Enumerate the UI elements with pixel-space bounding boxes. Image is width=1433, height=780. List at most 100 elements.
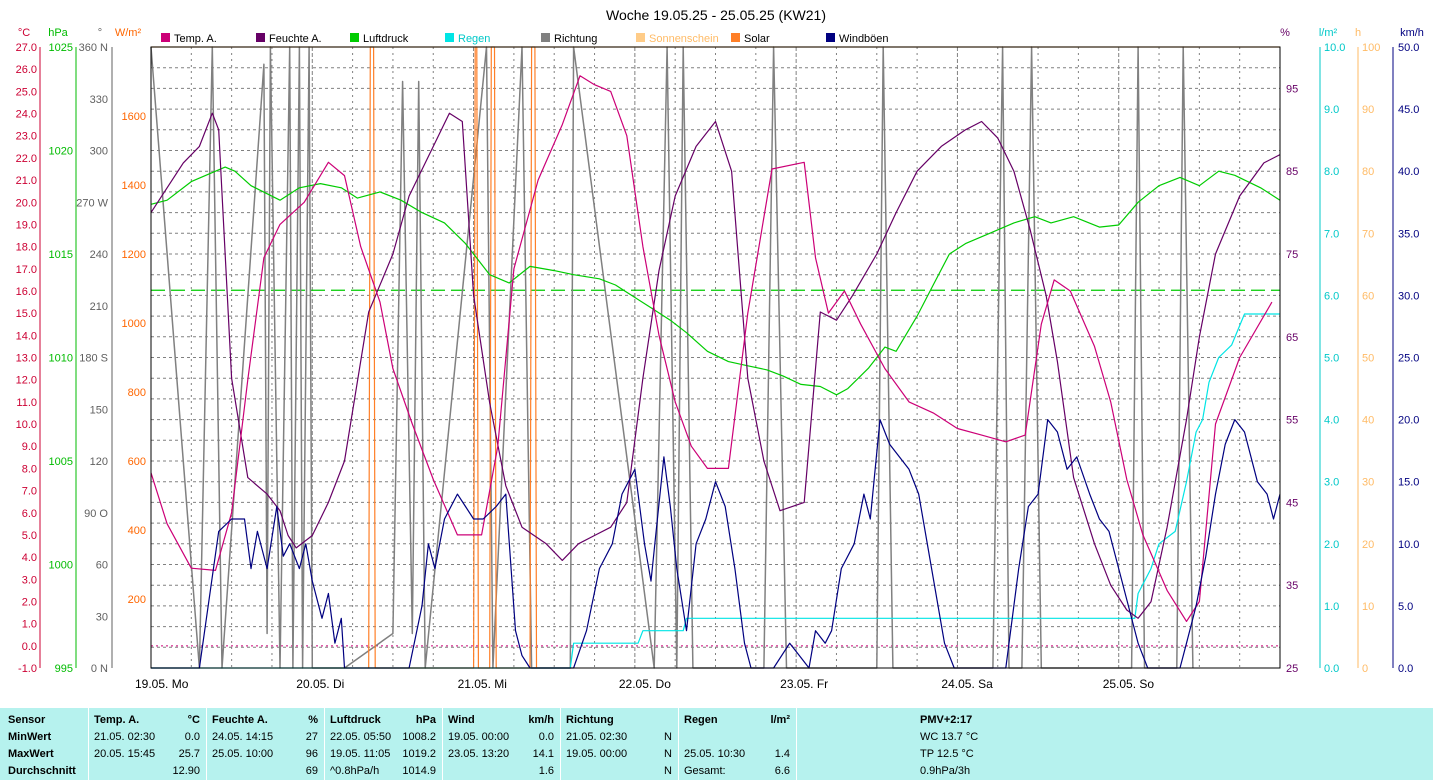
stats-separator (678, 708, 679, 780)
sunshine-unit-label: h (1355, 27, 1361, 39)
stats-wind-min-time: 19.05. 00:00 (448, 731, 510, 743)
sunshine-tick-label: 80 (1362, 166, 1374, 178)
stats-druck-max-value: 1019.2 (402, 748, 436, 760)
stats-richt-min-value: N (664, 731, 672, 743)
sunshine-tick-label: 10 (1362, 601, 1374, 613)
humidity-tick-label: 85 (1286, 166, 1298, 178)
legend-label-solar: Solar (744, 33, 770, 45)
temp-tick-label: 21.0 (16, 175, 37, 187)
series-feuchte-a (150, 112, 1281, 619)
direction-tick-label: 240 (90, 249, 108, 261)
sunshine-tick-label: 70 (1362, 228, 1374, 240)
series-windb-en (151, 419, 1281, 669)
stats-unit-feuchte: % (308, 714, 318, 726)
wind-tick-label: 35.0 (1398, 228, 1419, 240)
stats-header-wind: Wind (448, 714, 475, 726)
stats-col-pmv: PMV+2:17 WC 13.7 °C TP 12.5 °C 0.9hPa/3h (920, 712, 1070, 780)
hpa-tick-label: 995 (55, 663, 73, 675)
wind-tick-label: 15.0 (1398, 477, 1419, 489)
stats-unit-wind: km/h (528, 714, 554, 726)
legend-swatch-sonnenschein (636, 33, 645, 42)
legend-swatch-windboeen (826, 33, 835, 42)
stats-col-temp: Temp. A. °C 21.05. 02:30 0.0 20.05. 15:45 2… (94, 712, 200, 780)
rain-tick-label: 8.0 (1324, 166, 1339, 178)
stats-label-min: MinWert (8, 731, 52, 743)
direction-tick-label: 30 (96, 611, 108, 623)
direction-tick-label: 360 N (79, 42, 108, 54)
direction-tick-label: 210 (90, 301, 108, 313)
stats-temp-min-time: 21.05. 02:30 (94, 731, 156, 743)
rain-tick-label: 2.0 (1324, 539, 1339, 551)
temp-tick-label: 26.0 (16, 64, 37, 76)
temp-unit-label: °C (18, 27, 30, 39)
humidity-tick-label: 35 (1286, 580, 1298, 592)
stats-separator (442, 708, 443, 780)
stats-wind-max-time: 23.05. 13:20 (448, 748, 510, 760)
direction-tick-label: 180 S (79, 353, 108, 365)
rain-tick-label: 4.0 (1324, 415, 1339, 427)
legend-label-feuchte: Feuchte A. (269, 33, 322, 45)
x-tick-label: 20.05. Di (296, 677, 344, 691)
temp-tick-label: -1.0 (18, 663, 37, 675)
stats-richt-min-time: 21.05. 02:30 (566, 731, 628, 743)
sunshine-tick-label: 0 (1362, 663, 1368, 675)
legend-label-richtung: Richtung (554, 33, 597, 45)
stats-temp-max-value: 25.7 (178, 748, 200, 760)
legend-label-windboeen: Windböen (839, 33, 889, 45)
temp-tick-label: 13.0 (16, 353, 37, 365)
legend-swatch-feuchte (256, 33, 265, 42)
stats-feuchte-max-value: 96 (305, 748, 318, 760)
legend-swatch-luftdruck (350, 33, 359, 42)
stats-regen-total-label: Gesamt: (684, 765, 726, 777)
rain-tick-label: 6.0 (1324, 290, 1339, 302)
wind-tick-label: 40.0 (1398, 166, 1419, 178)
stats-feuchte-min-value: 27 (305, 731, 318, 743)
solar-tick-label: 600 (128, 456, 146, 468)
solar-tick-label: 800 (128, 387, 146, 399)
stats-druck-trend: ^0.8hPa/h (330, 765, 380, 777)
x-tick-label: 19.05. Mo (135, 677, 189, 691)
temp-tick-label: 10.0 (16, 419, 37, 431)
stats-richt-max-value: N (664, 748, 672, 760)
rain-tick-label: 10.0 (1324, 42, 1345, 54)
direction-tick-label: 0 N (91, 663, 108, 675)
temp-tick-label: 24.0 (16, 109, 37, 121)
humidity-tick-label: 25 (1286, 663, 1298, 675)
stats-unit-temp: °C (187, 714, 200, 726)
stats-feuchte-max-time: 25.05. 10:00 (212, 748, 274, 760)
stats-label-max: MaxWert (8, 748, 54, 760)
sunshine-tick-label: 60 (1362, 290, 1374, 302)
sunshine-tick-label: 30 (1362, 477, 1374, 489)
stats-druck-min-value: 1008.2 (402, 731, 436, 743)
temp-tick-label: 18.0 (16, 242, 37, 254)
solar-tick-label: 1600 (122, 111, 146, 123)
plot-frame (150, 46, 1281, 669)
sunshine-tick-label: 90 (1362, 104, 1374, 116)
stats-unit-regen: l/m² (770, 714, 790, 726)
wind-tick-label: 5.0 (1398, 601, 1413, 613)
wind-unit-label: km/h (1400, 27, 1424, 39)
humidity-tick-label: 95 (1286, 83, 1298, 95)
temp-tick-label: 3.0 (22, 574, 37, 586)
temp-tick-label: 22.0 (16, 153, 37, 165)
stats-separator (560, 708, 561, 780)
temp-tick-label: 27.0 (16, 42, 37, 54)
stats-col-regen: Regen l/m² 25.05. 10:30 1.4 Gesamt: 6.6 (684, 712, 790, 780)
humidity-tick-label: 45 (1286, 497, 1298, 509)
direction-tick-label: 300 (90, 146, 108, 158)
direction-tick-label: 330 (90, 94, 108, 106)
series-luftdruck (150, 166, 1281, 396)
wind-tick-label: 20.0 (1398, 415, 1419, 427)
stats-regen-max-time: 25.05. 10:30 (684, 748, 746, 760)
stats-header-luftdruck: Luftdruck (330, 714, 381, 726)
series-regen (151, 313, 1280, 669)
stats-feuchte-avg-value: 69 (305, 765, 318, 777)
stats-col-luftdruck: Luftdruck hPa 22.05. 05:50 1008.2 19.05. 1… (330, 712, 436, 780)
temp-tick-label: 11.0 (16, 397, 37, 409)
solar-tick-label: 1000 (122, 318, 146, 330)
x-tick-label: 25.05. So (1103, 677, 1155, 691)
humidity-tick-label: 75 (1286, 249, 1298, 261)
hpa-tick-label: 1010 (49, 353, 73, 365)
wind-tick-label: 0.0 (1398, 663, 1413, 675)
temp-tick-label: 7.0 (22, 486, 37, 498)
